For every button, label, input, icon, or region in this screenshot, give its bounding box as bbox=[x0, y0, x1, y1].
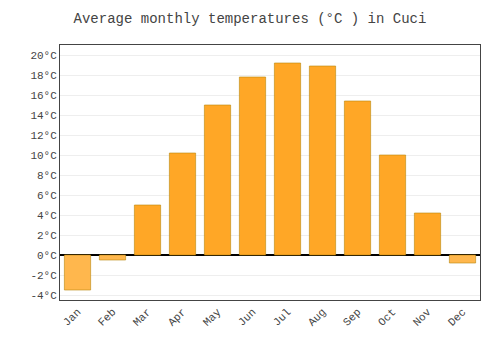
svg-text:Sep: Sep bbox=[341, 306, 363, 328]
svg-text:Dec: Dec bbox=[446, 306, 468, 328]
svg-text:Mar: Mar bbox=[131, 306, 153, 328]
svg-text:8°C: 8°C bbox=[37, 170, 57, 182]
svg-text:Nov: Nov bbox=[411, 306, 434, 329]
svg-text:2°C: 2°C bbox=[37, 230, 57, 242]
svg-text:May: May bbox=[201, 306, 224, 329]
svg-text:Apr: Apr bbox=[166, 306, 188, 328]
svg-text:0°C: 0°C bbox=[37, 250, 57, 262]
svg-text:Average monthly temperatures (: Average monthly temperatures (°C ) in Cu… bbox=[74, 11, 427, 27]
svg-text:16°C: 16°C bbox=[30, 90, 57, 102]
svg-text:-2°C: -2°C bbox=[30, 270, 57, 282]
svg-text:Jun: Jun bbox=[236, 306, 258, 328]
svg-text:Aug: Aug bbox=[306, 306, 328, 328]
svg-text:Feb: Feb bbox=[96, 306, 118, 328]
svg-text:20°C: 20°C bbox=[30, 50, 57, 62]
svg-text:14°C: 14°C bbox=[30, 110, 57, 122]
svg-text:4°C: 4°C bbox=[37, 210, 57, 222]
svg-text:Jan: Jan bbox=[61, 306, 83, 328]
svg-text:Oct: Oct bbox=[376, 306, 398, 328]
svg-text:Jul: Jul bbox=[271, 306, 293, 328]
svg-text:18°C: 18°C bbox=[30, 70, 57, 82]
svg-text:-4°C: -4°C bbox=[30, 290, 57, 302]
svg-text:12°C: 12°C bbox=[30, 130, 57, 142]
svg-text:10°C: 10°C bbox=[30, 150, 57, 162]
svg-text:6°C: 6°C bbox=[37, 190, 57, 202]
